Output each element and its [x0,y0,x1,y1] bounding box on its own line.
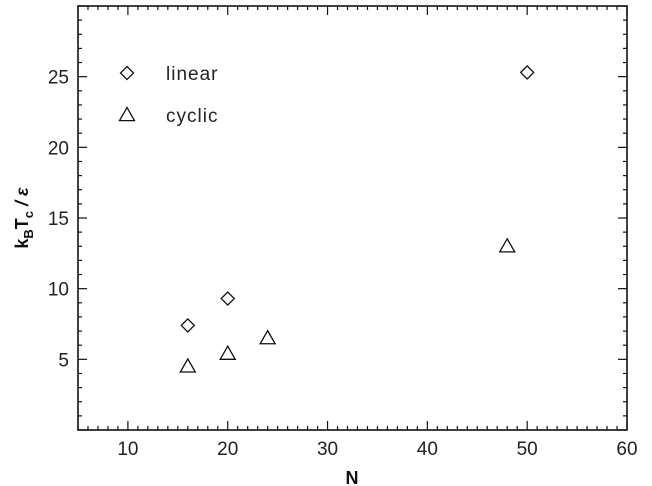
data-points [179,65,535,373]
x-tick-labels: 10 20 30 40 50 60 [117,439,637,460]
x-tick-label: 10 [117,439,138,460]
diamond-point [519,65,535,80]
y-axis-title-sub-b: B [21,229,36,238]
legend-label: cyclic [166,106,218,127]
x-tick-label: 30 [317,439,338,460]
diamond-point [180,317,196,333]
y-axis-title-rest: / ε [12,187,32,211]
y-tick-label: 15 [48,209,69,230]
y-axis-title: kBTc / ε [12,187,36,249]
x-tick-label: 20 [217,439,238,460]
triangle-point [219,344,237,360]
axis-ticks [77,5,628,431]
legend-diamond-icon [119,65,135,81]
y-tick-labels: 5 10 15 20 25 [48,68,69,372]
triangle-point [498,237,516,253]
y-tick-label: 20 [48,138,69,159]
x-tick-label: 50 [517,439,538,460]
triangle-point [179,357,197,373]
legend-triangle-icon [118,106,136,122]
x-tick-label: 40 [417,439,438,460]
triangle-point [259,329,277,345]
y-axis-title-k: k [12,238,32,249]
x-axis-title: N [346,468,359,486]
plot-frame [77,5,628,431]
y-tick-label: 25 [48,68,69,89]
y-axis-title-t: T [12,218,32,229]
diamond-point [220,291,236,306]
y-axis-title-sub-c: c [21,211,36,218]
y-tick-label: 10 [48,280,69,301]
x-tick-label: 60 [616,439,637,460]
legend-label: linear [166,64,218,85]
legend: linear cyclic [118,64,218,127]
y-tick-label: 5 [58,350,69,371]
